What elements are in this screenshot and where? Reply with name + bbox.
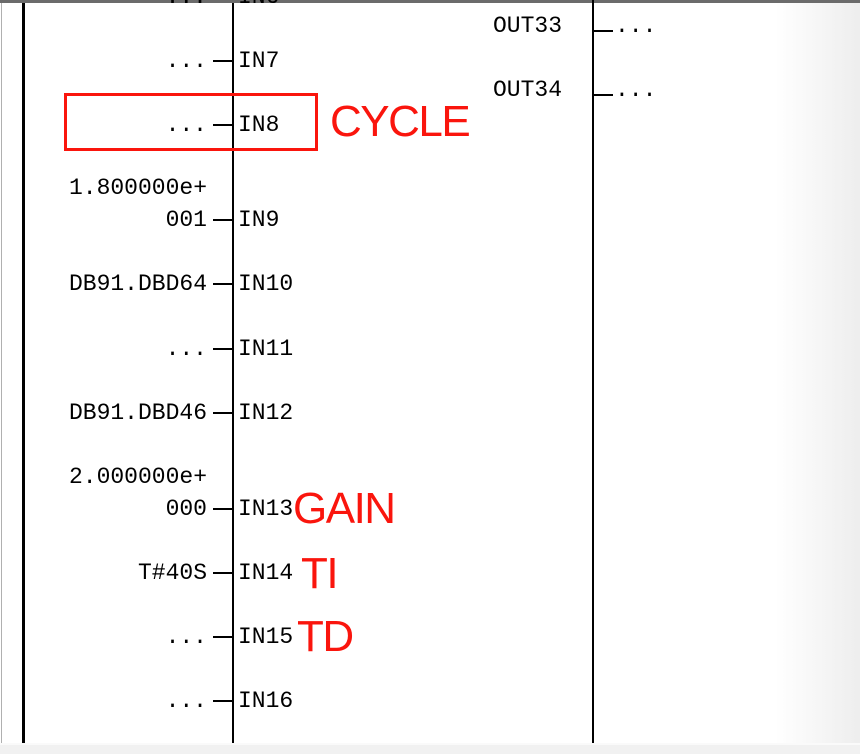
input-value[interactable]: ...: [165, 688, 207, 714]
input-pin-label[interactable]: IN11: [238, 336, 294, 362]
input-pin-tick: [213, 700, 233, 702]
input-pin-tick: [213, 412, 233, 414]
input-pin-label[interactable]: IN10: [238, 271, 294, 297]
input-row-in13: 2.000000e+ 000 IN13: [0, 464, 340, 525]
window-left-edge: [1, 3, 2, 743]
input-pin-label[interactable]: IN15: [238, 624, 294, 650]
input-row-in7: ... IN7: [0, 45, 340, 77]
input-value[interactable]: 2.000000e+ 000: [68, 464, 207, 522]
input-value[interactable]: DB91.DBD46: [68, 400, 207, 426]
input-row-in9: 1.800000e+ 001 IN9: [0, 175, 340, 236]
output-value[interactable]: ...: [615, 13, 657, 39]
highlight-rectangle-in8: [64, 93, 318, 151]
input-row-in15: ... IN15: [0, 621, 340, 653]
output-pin-label[interactable]: OUT34: [492, 77, 562, 103]
input-value[interactable]: T#40S: [137, 560, 207, 586]
input-pin-tick: [213, 219, 233, 221]
input-pin-tick: [213, 348, 233, 350]
output-pin-label[interactable]: OUT33: [492, 13, 562, 39]
annotation-ti: TI: [301, 549, 339, 598]
input-pin-label[interactable]: IN8: [238, 112, 280, 138]
function-block-right-border: [592, 0, 594, 743]
input-pin-label[interactable]: IN6: [238, 0, 279, 13]
input-value[interactable]: ...: [165, 48, 207, 74]
input-row-in14: T#40S IN14: [0, 557, 340, 589]
annotation-gain: GAIN: [293, 484, 396, 533]
input-pin-tick: [213, 283, 233, 285]
input-pin-label[interactable]: IN7: [238, 48, 280, 74]
input-pin-label[interactable]: IN12: [238, 400, 294, 426]
output-pin-tick: [592, 30, 613, 32]
input-pin-tick: [213, 124, 233, 126]
input-pin-label[interactable]: IN9: [238, 207, 280, 233]
output-pin-tick: [592, 94, 613, 96]
input-value[interactable]: ...: [27, 0, 207, 13]
input-row-in8: ... IN8: [0, 109, 340, 141]
input-value[interactable]: ...: [165, 112, 207, 138]
bottom-scroll-area[interactable]: [0, 743, 860, 754]
input-value[interactable]: ...: [165, 624, 207, 650]
input-row-in11: ... IN11: [0, 333, 340, 365]
network-rail-line: [22, 3, 25, 743]
output-row-out34: OUT34 ...: [430, 74, 690, 106]
input-pin-tick: [213, 60, 233, 62]
input-value[interactable]: 1.800000e+ 001: [68, 175, 207, 233]
annotation-td: TD: [297, 612, 354, 661]
input-row-in6: ... IN6: [0, 0, 340, 13]
input-pin-label[interactable]: IN13: [238, 496, 294, 522]
annotation-cycle: CYCLE: [330, 97, 471, 146]
function-block-left-border: [232, 3, 234, 743]
output-row-out33: OUT33 ...: [430, 10, 690, 42]
window-right-shadow: [775, 3, 860, 743]
input-row-in10: DB91.DBD64 IN10: [0, 268, 340, 300]
input-row-in12: DB91.DBD46 IN12: [0, 397, 340, 429]
input-value[interactable]: ...: [165, 336, 207, 362]
input-pin-tick: [213, 636, 233, 638]
input-pin-label[interactable]: IN16: [238, 688, 294, 714]
input-row-in16: ... IN16: [0, 685, 340, 717]
output-value[interactable]: ...: [615, 77, 657, 103]
top-divider-strip: [0, 0, 860, 3]
input-pin-tick: [213, 508, 233, 510]
input-pin-label[interactable]: IN14: [238, 560, 294, 586]
input-value[interactable]: DB91.DBD64: [68, 271, 207, 297]
input-pin-tick: [213, 572, 233, 574]
